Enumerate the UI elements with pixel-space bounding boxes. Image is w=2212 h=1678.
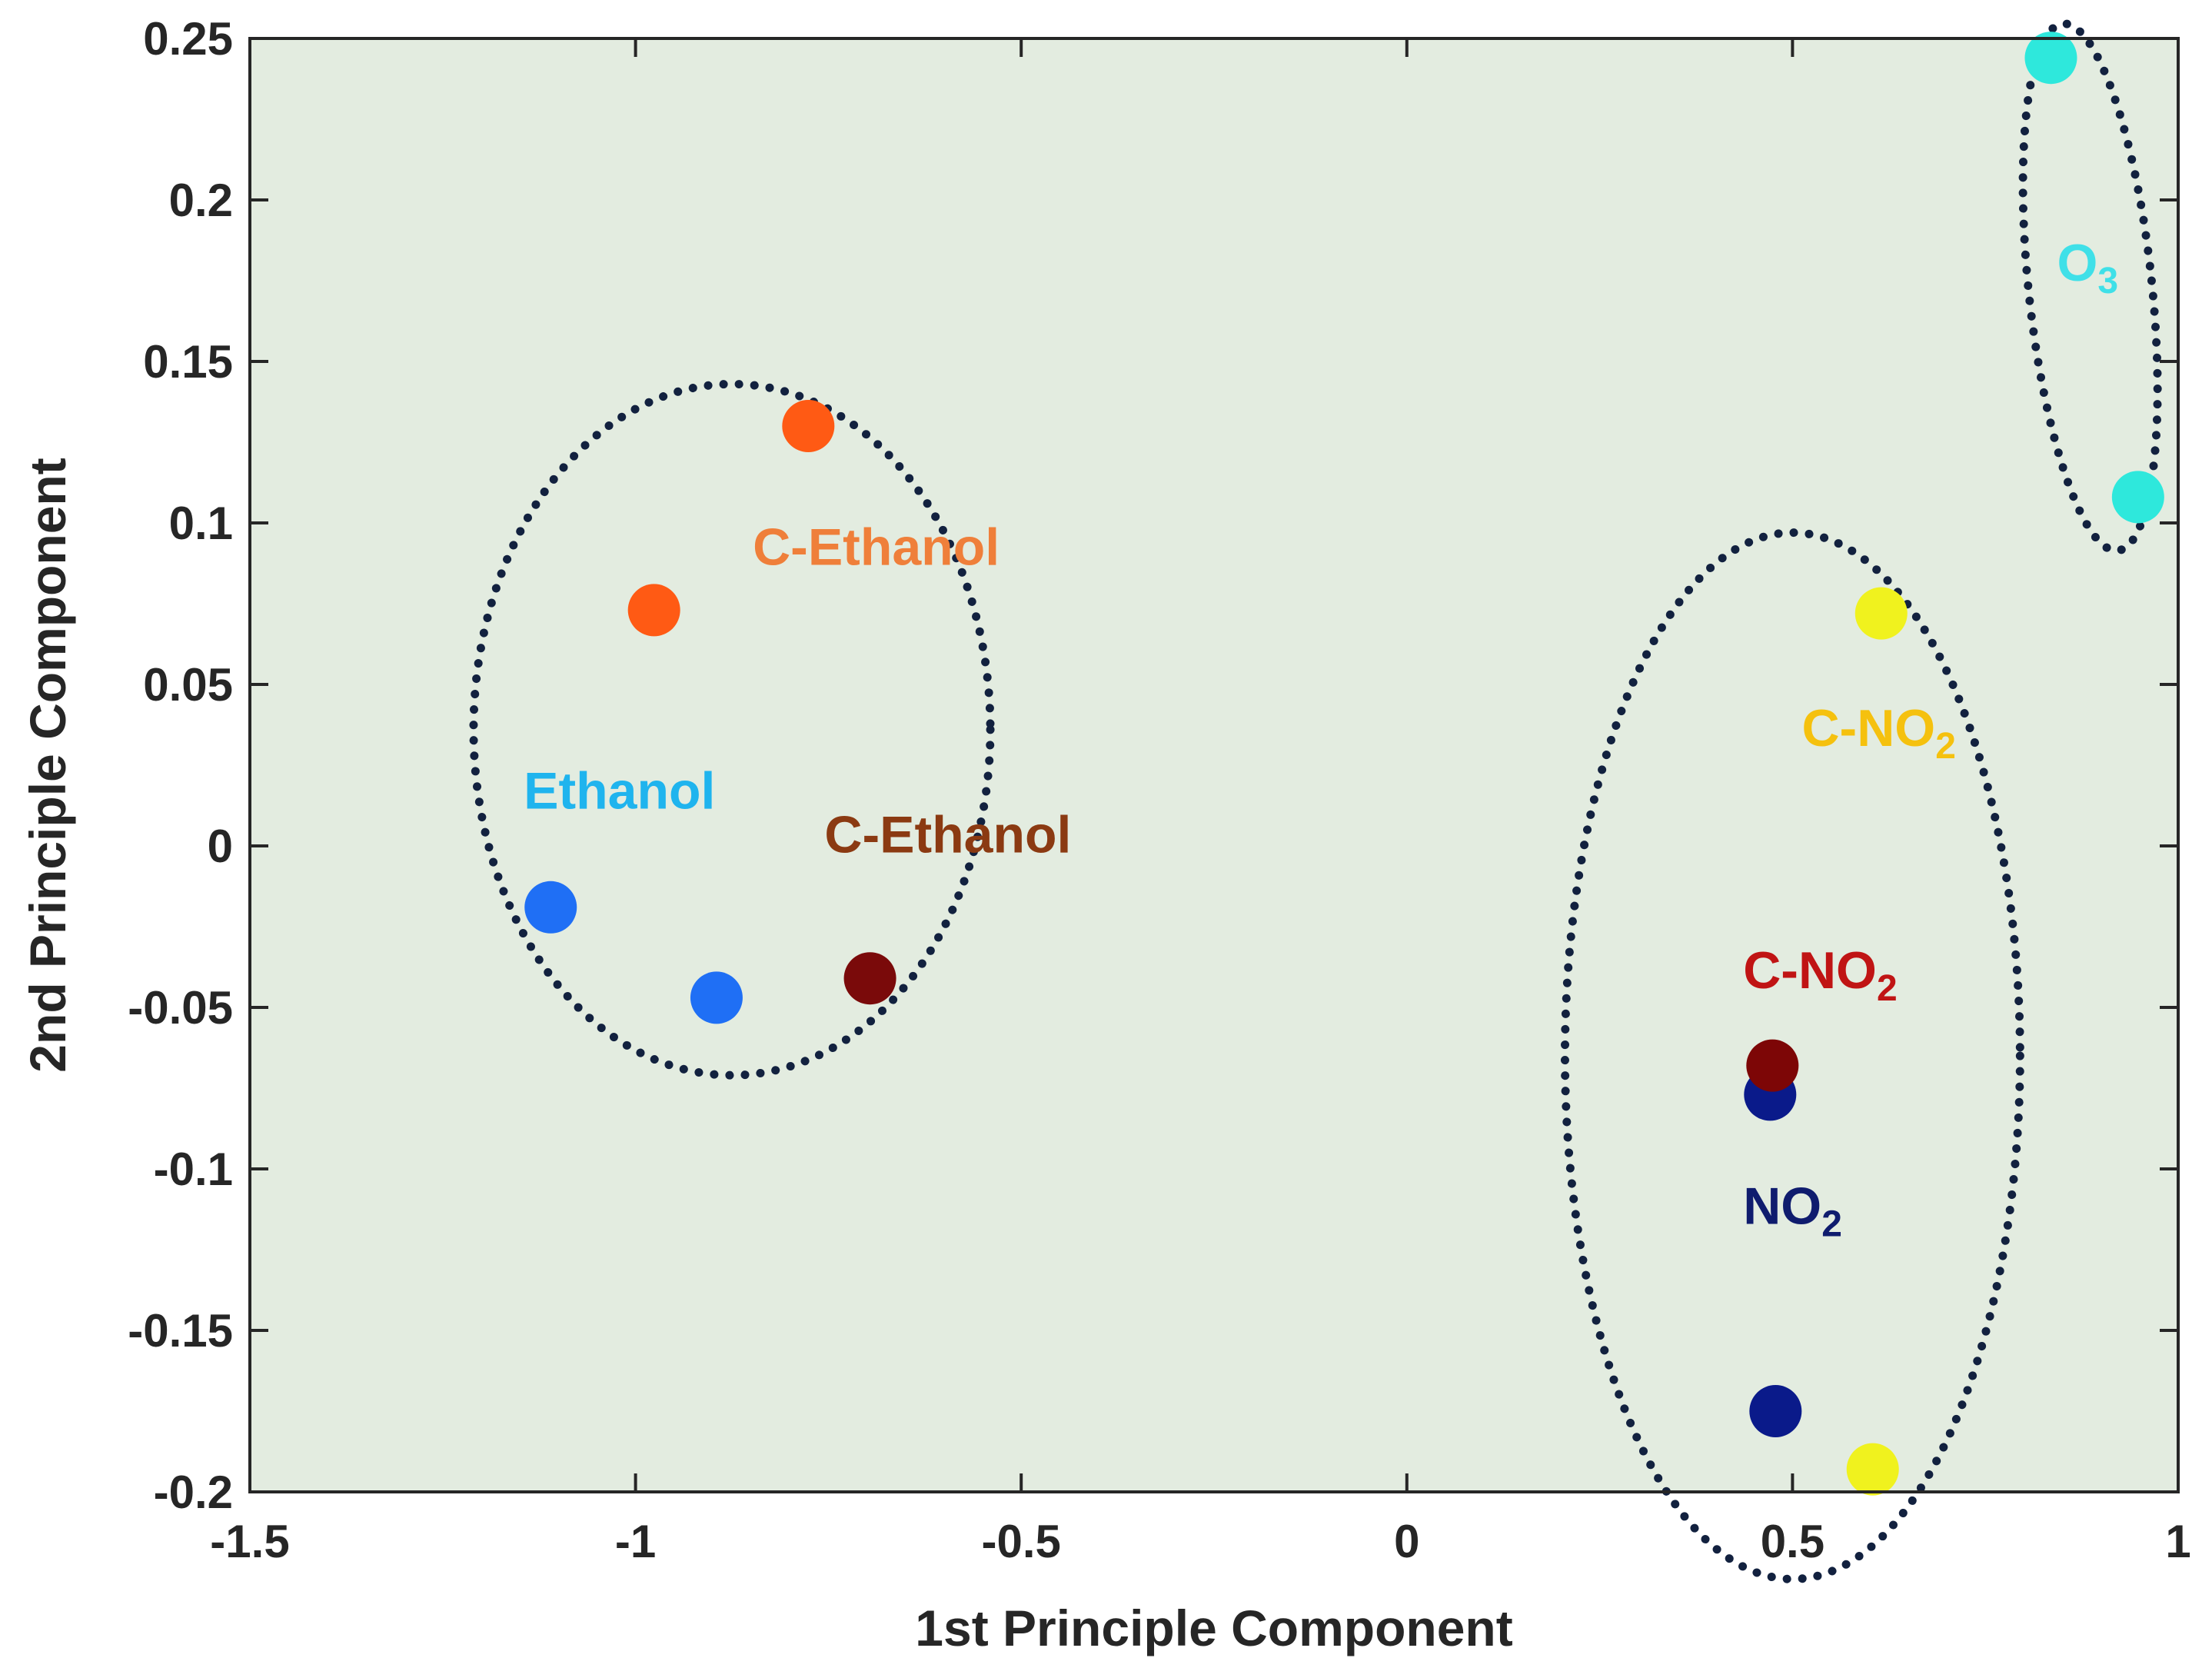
y-tick-labels: -0.2 -0.15 -0.1 -0.05 0 0.05 0.1 0.15 0.2 0.25: [128, 13, 233, 1518]
y-tick-label-8: 0.15: [143, 336, 233, 388]
point-no2-2: [1749, 1385, 1802, 1437]
point-c-no2-yellow-1: [1854, 587, 1908, 640]
y-tick-label-9: 0.2: [169, 175, 233, 226]
point-c-ethanol-orange-1: [782, 400, 835, 452]
ethanol-cluster-outline: [469, 379, 995, 1080]
x-tick-label-3: -0.5: [982, 1516, 1061, 1567]
y-axis-title: 2nd Principle Component: [19, 458, 76, 1072]
annotations: C-Ethanol Ethanol C-Ethanol C-NO2 C-NO2 NO2 O3: [524, 234, 2118, 1244]
annotation-c-ethanol-3: C-Ethanol: [824, 805, 1071, 864]
y-tick-label-2: -0.15: [128, 1305, 233, 1357]
y-tick-label-10: 0.25: [143, 13, 233, 65]
no2-cluster-outline: [1560, 528, 2024, 1583]
plot-frame: [248, 37, 2180, 1493]
x-tick-label-2: -1: [615, 1516, 656, 1567]
annotation-c-ethanol-1: C-Ethanol: [753, 518, 1000, 577]
point-ethanol-1: [524, 881, 577, 934]
annotation-no2-6: NO2: [1743, 1177, 1842, 1244]
annotation-c-no2-4: C-NO2: [1801, 699, 1955, 767]
x-tick-label-4: 0: [1394, 1516, 1419, 1567]
x-tick-label-1: -1.5: [210, 1516, 289, 1567]
y-tick-label-3: -0.1: [154, 1144, 233, 1195]
y-tick-label-7: 0.1: [169, 498, 233, 549]
point-o3-1: [2024, 32, 2077, 85]
point-c-no2-dark-red-1: [1746, 1039, 1799, 1092]
x-tick-labels: -1.5 -1 -0.5 0 0.5 1: [210, 1516, 2190, 1567]
annotation-o3-7: O3: [2057, 234, 2118, 301]
annotation-ethanol-2: Ethanol: [524, 762, 715, 821]
plot-background: [250, 38, 2178, 1492]
x-tick-label-5: 0.5: [1761, 1516, 1824, 1567]
data-points: [524, 32, 2164, 1496]
point-c-no2-yellow-2: [1846, 1443, 1899, 1496]
y-tick-label-6: 0.05: [143, 659, 233, 711]
x-axis-title: 1st Principle Component: [915, 1600, 1512, 1656]
o3-cluster-outline: [2018, 19, 2162, 555]
cluster-outlines: [469, 19, 2162, 1583]
point-ethanol-2: [690, 971, 743, 1024]
annotation-c-no2-5: C-NO2: [1743, 941, 1897, 1009]
point-c-ethanol-dark-red-1: [843, 952, 896, 1005]
y-tick-label-4: -0.05: [128, 982, 233, 1034]
point-c-ethanol-orange-2: [627, 584, 680, 637]
point-o3-2: [2111, 471, 2164, 524]
axis-ticks: [248, 37, 2180, 1493]
y-tick-label-5: 0: [208, 821, 233, 872]
x-tick-label-6: 1: [2165, 1516, 2190, 1567]
y-tick-label-1: -0.2: [154, 1467, 233, 1518]
